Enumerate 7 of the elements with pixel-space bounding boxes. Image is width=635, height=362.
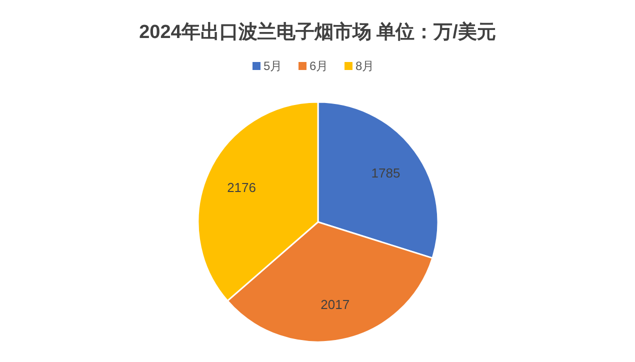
legend-label: 5月 [264, 59, 282, 73]
legend-label: 6月 [310, 59, 328, 73]
data-label: 2176 [227, 180, 256, 196]
data-label: 1785 [371, 165, 400, 180]
legend-label: 8月 [356, 59, 374, 73]
data-label: 2017 [320, 297, 350, 312]
chart-title: 2024年出口波兰电子烟市场 单位：万/美元 [139, 21, 496, 43]
